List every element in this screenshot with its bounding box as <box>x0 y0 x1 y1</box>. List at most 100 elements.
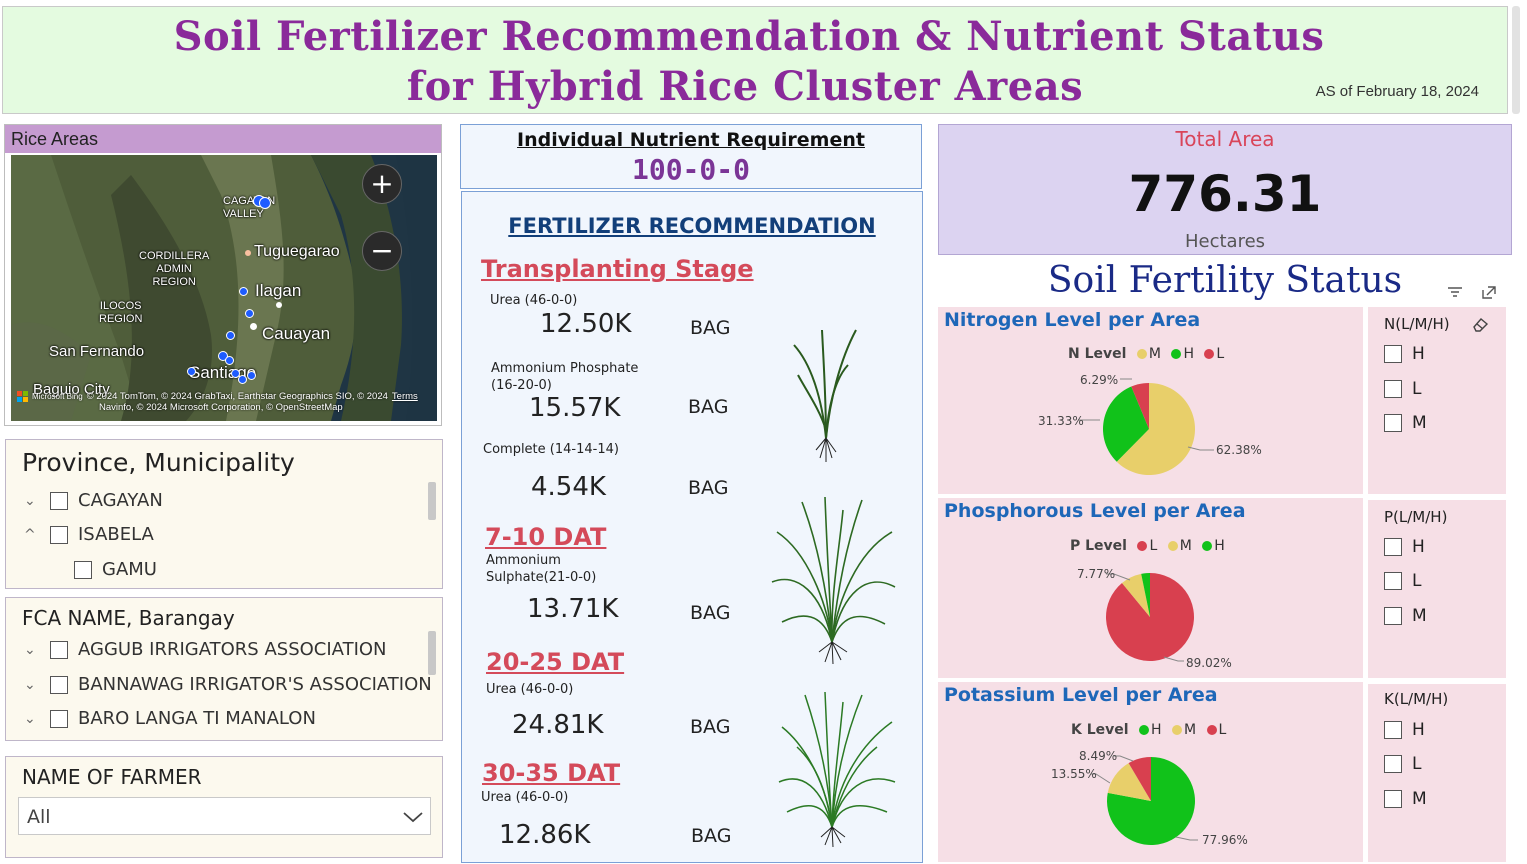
phosphorous-slice-m[interactable] <box>1121 573 1150 617</box>
stage-20-25-dat: 20-25 DAT <box>486 648 625 676</box>
filter-item-m[interactable]: M <box>1384 606 1427 626</box>
rice-area-marker[interactable] <box>187 367 196 376</box>
slicer-item-aggub[interactable]: ⌄ AGGUB IRRIGATORS ASSOCIATION <box>24 639 387 660</box>
terms-link[interactable]: Terms <box>391 391 418 402</box>
filter-item-label: H <box>1412 344 1425 364</box>
slicer-title: K(L/M/H) <box>1384 690 1449 708</box>
page-scrollbar[interactable] <box>1512 6 1520 114</box>
nitrogen-slice-h[interactable] <box>1103 386 1149 462</box>
filter-icon[interactable] <box>1446 284 1464 300</box>
legend-title: K Level <box>1071 722 1129 738</box>
potassium-filter-slicer: K(L/M/H) H L M <box>1368 684 1506 862</box>
map-label-ilagan: Ilagan <box>255 281 302 300</box>
map-label-baguio: Baguio City <box>33 381 110 398</box>
rice-mature-icon <box>778 691 896 847</box>
checkbox[interactable] <box>50 676 68 694</box>
nutrient-requirement-card: Individual Nutrient Requirement 100-0-0 <box>460 124 922 189</box>
filter-item-label: M <box>1412 606 1427 626</box>
filter-item-label: H <box>1412 537 1425 557</box>
slicer-scrollbar[interactable] <box>428 631 436 675</box>
slicer-item-isabela[interactable]: ^ ISABELA <box>24 524 154 545</box>
rice-area-marker[interactable] <box>247 371 256 380</box>
rice-area-marker[interactable] <box>239 287 248 296</box>
rice-area-marker[interactable] <box>231 369 240 378</box>
zoom-in-button[interactable]: + <box>362 164 402 204</box>
stage-7-10-dat: 7-10 DAT <box>485 523 607 551</box>
checkbox[interactable] <box>50 641 68 659</box>
phosphorous-pie[interactable] <box>938 498 1363 678</box>
province-municipality-slicer: Province, Municipality ⌄ CAGAYAN ^ ISABELA… <box>5 439 443 589</box>
chevron-down-icon[interactable]: ⌄ <box>24 642 36 658</box>
rice-area-marker[interactable] <box>225 356 234 365</box>
legend-label: M <box>1179 538 1192 554</box>
checkbox[interactable] <box>1384 538 1402 556</box>
checkbox[interactable] <box>50 526 68 544</box>
filter-item-m[interactable]: M <box>1384 789 1427 809</box>
slicer-item-bannawag[interactable]: ⌄ BANNAWAG IRRIGATOR'S ASSOCIATION <box>24 674 432 695</box>
focus-mode-icon[interactable] <box>1480 284 1498 301</box>
checkbox[interactable] <box>50 710 68 728</box>
pie-label: 89.02% <box>1186 656 1232 670</box>
nitrogen-slice-l[interactable] <box>1131 383 1149 429</box>
page-title-line2: for Hybrid Rice Cluster Areas <box>406 63 1084 110</box>
checkbox[interactable] <box>1384 721 1402 739</box>
filter-item-h[interactable]: H <box>1384 720 1425 740</box>
chevron-down-icon[interactable] <box>402 810 424 824</box>
legend-label: M <box>1148 346 1161 362</box>
filter-item-label: M <box>1412 413 1427 433</box>
nitrogen-pie[interactable] <box>938 307 1363 494</box>
filter-item-m[interactable]: M <box>1384 413 1427 433</box>
total-area-title: Total Area <box>1175 127 1275 151</box>
slicer-item-baro-langa[interactable]: ⌄ BARO LANGA TI MANALON <box>24 708 316 729</box>
legend-title: P Level <box>1070 538 1127 554</box>
filter-item-l[interactable]: L <box>1384 754 1421 774</box>
nitrogen-filter-slicer: N(L/M/H) H L M <box>1368 307 1506 494</box>
slicer-item-gamu[interactable]: GAMU <box>74 559 157 580</box>
checkbox[interactable] <box>1384 790 1402 808</box>
farmer-dropdown[interactable]: All <box>18 797 431 835</box>
legend-dot-high <box>1202 541 1213 551</box>
rice-tiller-icon <box>771 496 896 664</box>
phosphorous-slice-h[interactable] <box>1141 573 1150 617</box>
rice-area-marker[interactable] <box>259 197 271 209</box>
potassium-slice-l[interactable] <box>1128 757 1151 801</box>
map-title: Rice Areas <box>5 125 441 153</box>
slicer-scrollbar[interactable] <box>428 482 436 520</box>
chevron-down-icon[interactable]: ⌄ <box>24 711 36 727</box>
rice-area-marker[interactable] <box>245 309 254 318</box>
slicer-item-cagayan[interactable]: ⌄ CAGAYAN <box>24 490 163 511</box>
chart-title: Potassium Level per Area <box>944 684 1218 706</box>
legend-label: L <box>1216 346 1225 362</box>
filter-item-l[interactable]: L <box>1384 571 1421 591</box>
pie-label: 6.29% <box>1080 373 1119 387</box>
checkbox[interactable] <box>1384 755 1402 773</box>
checkbox[interactable] <box>1384 414 1402 432</box>
filter-item-label: L <box>1412 571 1422 591</box>
filter-item-h[interactable]: H <box>1384 537 1425 557</box>
filter-item-h[interactable]: H <box>1384 344 1425 364</box>
map-terrain <box>11 155 437 421</box>
zoom-out-button[interactable]: − <box>362 231 402 271</box>
checkbox[interactable] <box>1384 572 1402 590</box>
rice-area-marker[interactable] <box>238 375 247 384</box>
rice-areas-map[interactable]: CAGAYAN VALLEY CORDILLERA ADMIN REGION I… <box>11 155 437 421</box>
checkbox[interactable] <box>1384 345 1402 363</box>
checkbox[interactable] <box>74 561 92 579</box>
chevron-down-icon[interactable]: ⌄ <box>24 493 36 509</box>
total-area-card: Total Area 776.31 Hectares <box>938 124 1512 255</box>
filter-item-l[interactable]: L <box>1384 379 1421 399</box>
fertilizer-recommendation-panel: FERTILIZER RECOMMENDATION Transplanting … <box>461 191 923 863</box>
pie-label: 31.33% <box>1038 414 1084 428</box>
chevron-down-icon[interactable]: ⌄ <box>24 677 36 693</box>
eraser-icon[interactable] <box>1470 315 1490 333</box>
chevron-up-icon[interactable]: ^ <box>24 527 36 543</box>
fca-name-barangay-slicer: FCA NAME, Barangay ⌄ AGGUB IRRIGATORS ASS… <box>5 597 443 741</box>
potassium-slice-m[interactable] <box>1107 763 1151 801</box>
potassium-pie[interactable] <box>938 682 1363 862</box>
checkbox[interactable] <box>1384 607 1402 625</box>
checkbox[interactable] <box>50 492 68 510</box>
checkbox[interactable] <box>1384 380 1402 398</box>
nitrogen-slice-m[interactable] <box>1116 383 1195 475</box>
nutrient-requirement-title: Individual Nutrient Requirement <box>517 129 865 151</box>
rice-area-marker[interactable] <box>226 331 235 340</box>
